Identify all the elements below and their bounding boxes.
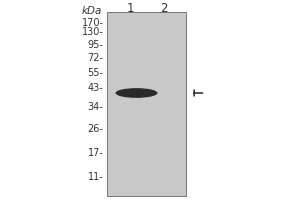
Text: 72-: 72- xyxy=(88,53,103,63)
Text: 26-: 26- xyxy=(88,124,103,134)
Text: 34-: 34- xyxy=(88,102,103,112)
Text: 1: 1 xyxy=(127,2,134,16)
Text: 11-: 11- xyxy=(88,172,103,182)
Text: 17-: 17- xyxy=(88,148,103,158)
Text: 2: 2 xyxy=(160,2,167,16)
Text: 130-: 130- xyxy=(82,27,104,37)
Text: 170-: 170- xyxy=(82,18,104,28)
Text: 95-: 95- xyxy=(88,40,103,50)
FancyBboxPatch shape xyxy=(106,12,186,196)
Ellipse shape xyxy=(116,88,158,98)
Text: kDa: kDa xyxy=(81,6,102,16)
Text: 43-: 43- xyxy=(88,83,103,93)
Text: 55-: 55- xyxy=(88,68,103,78)
